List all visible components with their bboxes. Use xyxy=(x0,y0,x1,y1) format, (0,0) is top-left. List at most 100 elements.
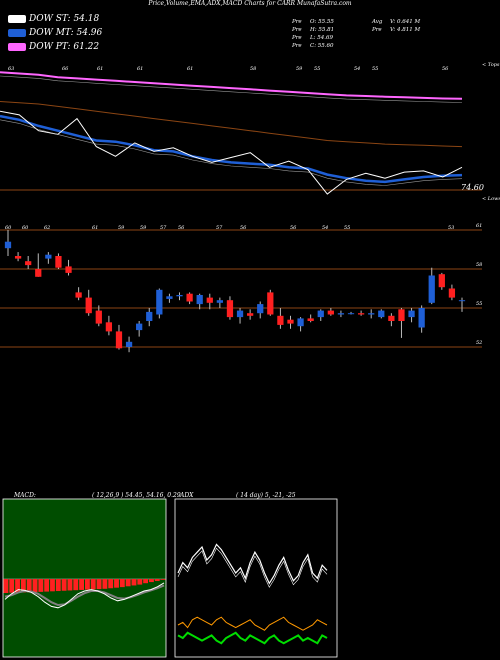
stat-avg-volume: V: 0.641 M xyxy=(390,19,421,25)
bottom-tick-label: 56 xyxy=(240,225,247,231)
candle-panel: 61 58 55 52 60 60 62 61 59 59 57 56 57 56 56 54 55 53 xyxy=(0,223,482,353)
candle-body xyxy=(448,288,456,298)
macd-histogram-bar xyxy=(114,579,119,588)
macd-histogram-bar xyxy=(32,579,38,593)
adx-params: ( 14 day) 5, -21, -25 xyxy=(236,492,296,499)
candle-body xyxy=(25,261,32,266)
candle-body xyxy=(186,293,193,302)
top-tick-label: 56 xyxy=(442,66,449,72)
price-level-label: 58 xyxy=(476,262,482,268)
bottom-tick-label: 57 xyxy=(216,225,223,231)
bottom-tick-label: 62 xyxy=(44,225,50,231)
top-tick-label: 54 xyxy=(354,66,360,72)
adx-line xyxy=(177,616,328,631)
macd-histogram-bar xyxy=(79,579,84,590)
candle-body xyxy=(14,256,22,259)
candle-body xyxy=(287,319,294,324)
legend-swatch-mt xyxy=(8,29,26,37)
candle-body xyxy=(236,310,244,318)
stat-key: Pre xyxy=(292,27,302,33)
candle-body xyxy=(125,341,133,347)
macd-histogram-bar xyxy=(160,579,166,580)
macd-histogram-bar xyxy=(96,579,102,590)
candle-body xyxy=(45,254,52,259)
candle-body xyxy=(438,274,445,288)
macd-label: MACD: xyxy=(14,492,36,499)
tops-label: < Tops xyxy=(482,62,500,68)
candle-body xyxy=(398,309,405,321)
candle-body xyxy=(267,292,274,315)
macd-line xyxy=(4,582,165,609)
price-level-label: 55 xyxy=(476,301,482,307)
top-tick-label: 63 xyxy=(8,66,14,72)
candle-body xyxy=(247,313,254,316)
macd-histogram-bar xyxy=(50,579,55,592)
bottom-tick-label: 55 xyxy=(344,225,350,231)
ema-short-line xyxy=(0,114,463,184)
stat-key: Pre xyxy=(372,27,382,33)
macd-histogram-bar xyxy=(73,579,79,591)
stat-open: O: 55.55 xyxy=(310,19,334,25)
top-tick-label: 55 xyxy=(372,66,378,72)
macd-background xyxy=(2,498,167,658)
top-tick-label: 58 xyxy=(250,66,256,72)
price-tag-label: 74.60 xyxy=(461,183,484,192)
candle-body xyxy=(166,296,173,299)
candle-body xyxy=(95,310,102,324)
bottom-tick-label: 54 xyxy=(322,225,328,231)
bottom-tick-label: 60 xyxy=(22,225,29,231)
ema-shadow-line xyxy=(0,75,463,103)
price-level-label: 61 xyxy=(476,223,482,229)
candle-body xyxy=(146,311,153,321)
candle-body xyxy=(257,304,264,314)
candle-body xyxy=(347,313,355,315)
chart-title: Price,Volume,EMA,ADX,MACD Charts for CAR… xyxy=(148,0,352,7)
candle-body xyxy=(65,266,72,273)
adx-label: ADX xyxy=(180,492,194,499)
top-tick-label: 55 xyxy=(314,66,320,72)
macd-histogram-bar xyxy=(3,579,9,593)
adx-background xyxy=(174,498,338,658)
stat-prev-volume: V: 4.811 M xyxy=(390,27,421,33)
candle-body xyxy=(206,297,213,303)
legend-label-st: DOW ST: 54.18 xyxy=(29,14,100,24)
macd-signal-line xyxy=(4,584,165,607)
candle-body xyxy=(297,318,304,327)
ema-mid-line xyxy=(0,101,463,148)
macd-histogram-bar xyxy=(9,579,15,593)
ema-panel: 63 66 61 61 61 58 59 55 54 55 56 < Tops < Lows 74.60 xyxy=(0,62,500,202)
legend-swatch-pt xyxy=(8,43,26,51)
legend-label-mt: DOW MT: 54.96 xyxy=(29,28,103,38)
stat-key: Pre xyxy=(292,19,302,25)
candle-body xyxy=(368,313,375,315)
macd-histogram-bar xyxy=(131,579,137,586)
legend-dow-mt: DOW MT: 54.96 xyxy=(8,28,102,38)
macd-histogram-bar xyxy=(38,579,44,592)
candle-body xyxy=(357,313,365,315)
candle-body xyxy=(75,292,82,298)
macd-panel xyxy=(2,498,167,658)
macd-histogram-bar xyxy=(149,579,154,583)
top-tick-label: 61 xyxy=(187,66,193,72)
ema-long-line xyxy=(0,71,463,100)
macd-histogram-bar xyxy=(108,579,114,589)
bottom-tick-label: 59 xyxy=(140,225,147,231)
candle-body xyxy=(428,275,435,303)
di-plus-line xyxy=(177,543,328,585)
candle-body xyxy=(388,315,395,321)
candle-body xyxy=(4,241,12,249)
candle-body xyxy=(196,295,203,305)
di-minus-line xyxy=(177,631,328,645)
legend-swatch-st xyxy=(8,15,26,23)
top-tick-label: 61 xyxy=(137,66,143,72)
price-line xyxy=(0,110,463,195)
macd-histogram-bar xyxy=(44,579,50,592)
candle-body xyxy=(327,310,334,315)
macd-params: ( 12,26,9 ) 54.45, 54.16, 0.29 xyxy=(92,492,181,499)
adx-panel xyxy=(174,498,338,658)
candle-body xyxy=(226,300,234,318)
top-tick-label: 59 xyxy=(296,66,303,72)
candle-body xyxy=(85,297,92,314)
stat-low: L: 54.69 xyxy=(310,35,333,41)
